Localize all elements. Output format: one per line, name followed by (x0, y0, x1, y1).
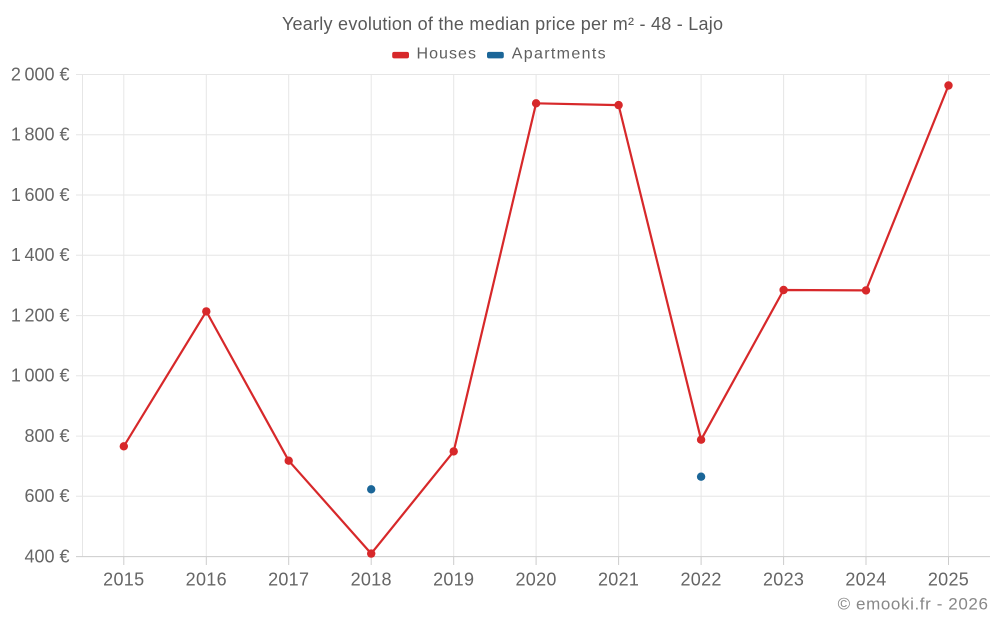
svg-text:2015: 2015 (103, 570, 144, 590)
svg-text:2023: 2023 (763, 570, 804, 590)
svg-text:2 000 €: 2 000 € (11, 64, 70, 84)
svg-text:2021: 2021 (598, 570, 639, 590)
svg-text:1 400 €: 1 400 € (11, 245, 70, 265)
svg-text:2017: 2017 (268, 570, 309, 590)
svg-text:1 600 €: 1 600 € (11, 185, 70, 205)
svg-text:1 200 €: 1 200 € (11, 306, 70, 326)
svg-text:Apartments: Apartments (512, 45, 607, 62)
svg-text:2025: 2025 (928, 570, 969, 590)
svg-text:1 800 €: 1 800 € (11, 125, 70, 145)
svg-text:2020: 2020 (515, 570, 556, 590)
svg-text:2022: 2022 (680, 570, 721, 590)
svg-text:Yearly evolution of the median: Yearly evolution of the median price per… (282, 14, 723, 34)
svg-text:2024: 2024 (845, 570, 886, 590)
svg-text:800 €: 800 € (24, 426, 69, 446)
svg-text:1 000 €: 1 000 € (11, 366, 70, 386)
svg-text:600 €: 600 € (24, 486, 69, 506)
svg-text:2018: 2018 (351, 570, 392, 590)
svg-text:© emooki.fr - 2026: © emooki.fr - 2026 (838, 594, 989, 613)
svg-text:2016: 2016 (186, 570, 227, 590)
svg-text:2019: 2019 (433, 570, 474, 590)
svg-text:400 €: 400 € (24, 547, 69, 567)
svg-text:Houses: Houses (417, 45, 478, 62)
